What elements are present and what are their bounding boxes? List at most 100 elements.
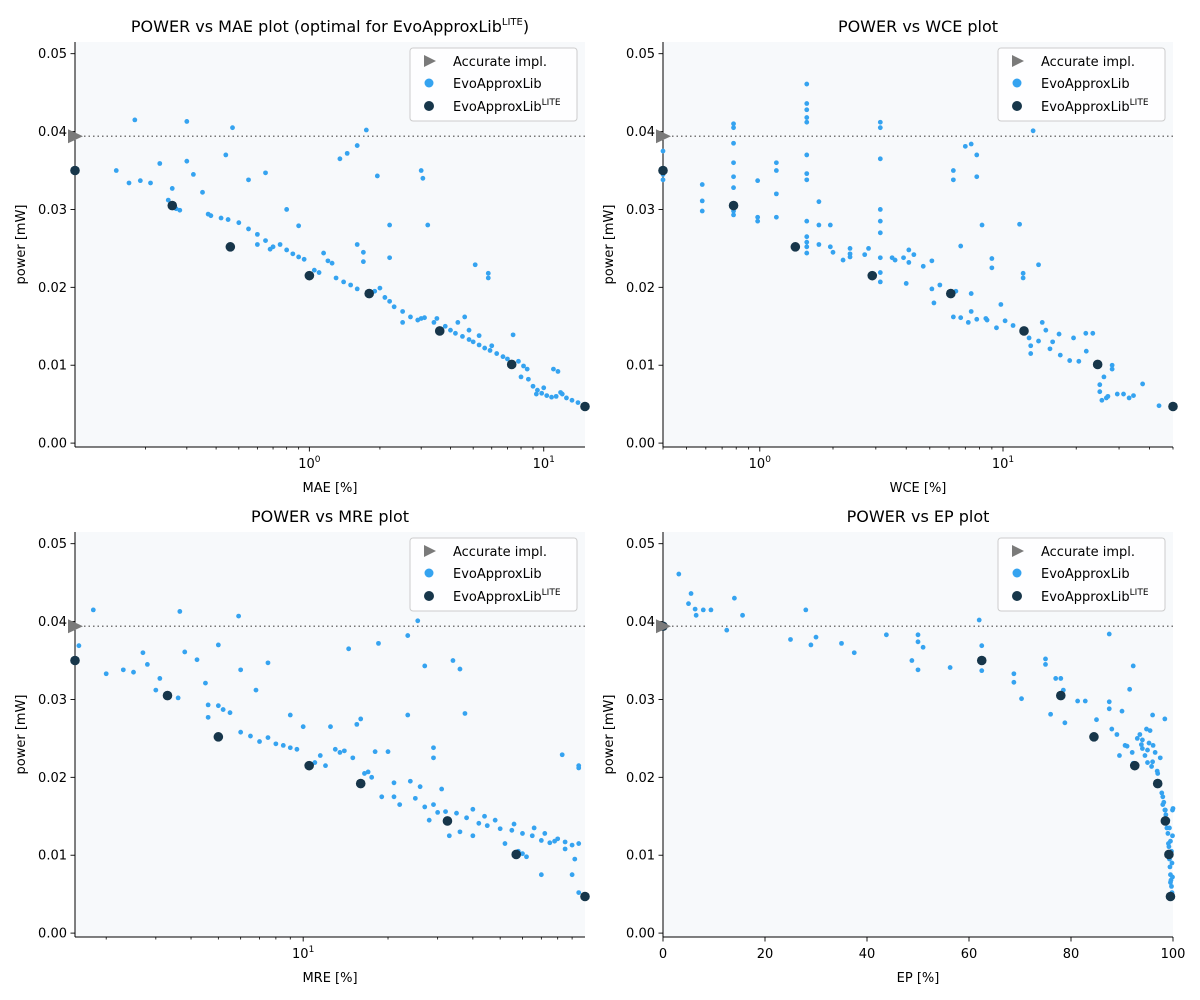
legend-accurate-label: Accurate impl.	[1041, 55, 1135, 70]
evo-point	[215, 642, 221, 648]
evo-point	[958, 315, 964, 321]
y-tick-label: 0.02	[38, 281, 67, 296]
evo-point	[287, 712, 293, 718]
evo-point	[877, 255, 883, 261]
evo-point	[1020, 270, 1026, 276]
y-tick-label: 0.04	[626, 125, 655, 140]
legend-accurate-marker	[1012, 545, 1024, 557]
y-axis-label: power [mW]	[14, 695, 29, 775]
evo-point	[1162, 716, 1168, 722]
evo-point	[877, 207, 883, 212]
evo-point	[485, 270, 491, 276]
evo-point	[1150, 743, 1156, 748]
evo-point	[294, 746, 300, 752]
evo-point	[1030, 128, 1036, 134]
legend-accurate-marker	[424, 55, 436, 67]
y-tick-label: 0.01	[38, 849, 67, 864]
evo-point	[1126, 395, 1132, 401]
evo-point	[524, 854, 529, 860]
evo-point	[354, 242, 360, 247]
evo-point	[448, 327, 453, 333]
evo-point	[1067, 358, 1073, 363]
evo-point	[284, 207, 290, 212]
evo-point	[377, 285, 383, 291]
y-tick-label: 0.01	[38, 359, 67, 374]
evo-point	[462, 314, 468, 320]
evo-point	[184, 119, 190, 124]
evo-point	[311, 267, 317, 273]
evo-point	[773, 160, 779, 166]
evo-point	[937, 282, 943, 288]
legend-accurate-label: Accurate impl.	[453, 545, 547, 560]
evo-point	[1166, 844, 1172, 850]
evo-point	[530, 383, 536, 389]
evo-point	[559, 391, 565, 397]
evo-point	[535, 387, 540, 393]
evo-point	[391, 794, 397, 800]
lite-point	[70, 655, 80, 666]
evo-point	[400, 319, 406, 325]
evo-point	[576, 890, 582, 896]
evo-point	[510, 332, 516, 338]
evo-point	[950, 314, 956, 320]
evo-point	[562, 839, 568, 845]
evo-point	[329, 260, 335, 266]
evo-point	[1062, 720, 1068, 726]
evo-point	[296, 254, 302, 260]
evo-point	[813, 634, 819, 640]
evo-point	[431, 745, 436, 751]
lite-point	[1168, 401, 1178, 412]
evo-point	[455, 319, 461, 325]
evo-point	[804, 119, 810, 125]
evo-point	[354, 286, 360, 292]
evo-point	[877, 119, 883, 125]
evo-point	[731, 212, 736, 218]
evo-point	[929, 258, 935, 264]
evo-point	[575, 400, 581, 406]
legend-box	[409, 537, 578, 612]
evo-point	[1048, 711, 1053, 717]
evo-point	[238, 729, 244, 735]
evo-point	[1105, 393, 1111, 399]
evo-point	[1156, 403, 1162, 409]
evo-point	[1017, 221, 1022, 227]
evo-point	[1047, 346, 1053, 352]
evo-point	[958, 243, 964, 249]
y-tick-label: 0.03	[626, 693, 655, 708]
evo-point	[676, 571, 682, 577]
legend-lite-superscript: LITE	[1130, 588, 1149, 598]
evo-point	[325, 258, 331, 264]
evo-point	[408, 314, 413, 320]
evo-point	[435, 809, 441, 815]
evo-point	[1075, 698, 1081, 704]
x-tick-label: 40	[859, 947, 876, 962]
evo-point	[1140, 737, 1145, 743]
lite-point	[511, 849, 522, 860]
lite-point	[162, 690, 173, 701]
legend: Accurate impl. EvoApproxLib EvoApproxLibLI…	[409, 47, 578, 122]
evo-point	[284, 247, 290, 253]
evo-point	[708, 607, 714, 613]
evo-point	[1071, 335, 1076, 341]
evo-point	[1050, 339, 1056, 345]
evo-point	[415, 618, 421, 624]
evo-point	[700, 607, 706, 613]
evo-point	[1150, 712, 1155, 718]
evo-point	[788, 637, 793, 642]
evo-point	[182, 649, 188, 655]
evo-point	[511, 821, 517, 827]
evo-point	[391, 304, 397, 310]
evo-point	[1144, 726, 1149, 732]
evo-point	[559, 752, 565, 758]
legend-accurate-marker	[1012, 55, 1024, 67]
evo-point	[76, 643, 82, 649]
evo-point	[547, 840, 553, 846]
evo-point	[804, 101, 810, 106]
evo-point	[1002, 318, 1008, 324]
evo-point	[492, 817, 498, 823]
evo-point	[205, 702, 211, 708]
evo-point	[376, 640, 381, 646]
evo-point	[1170, 874, 1175, 880]
evo-point	[1020, 275, 1026, 281]
evo-point	[931, 300, 937, 306]
